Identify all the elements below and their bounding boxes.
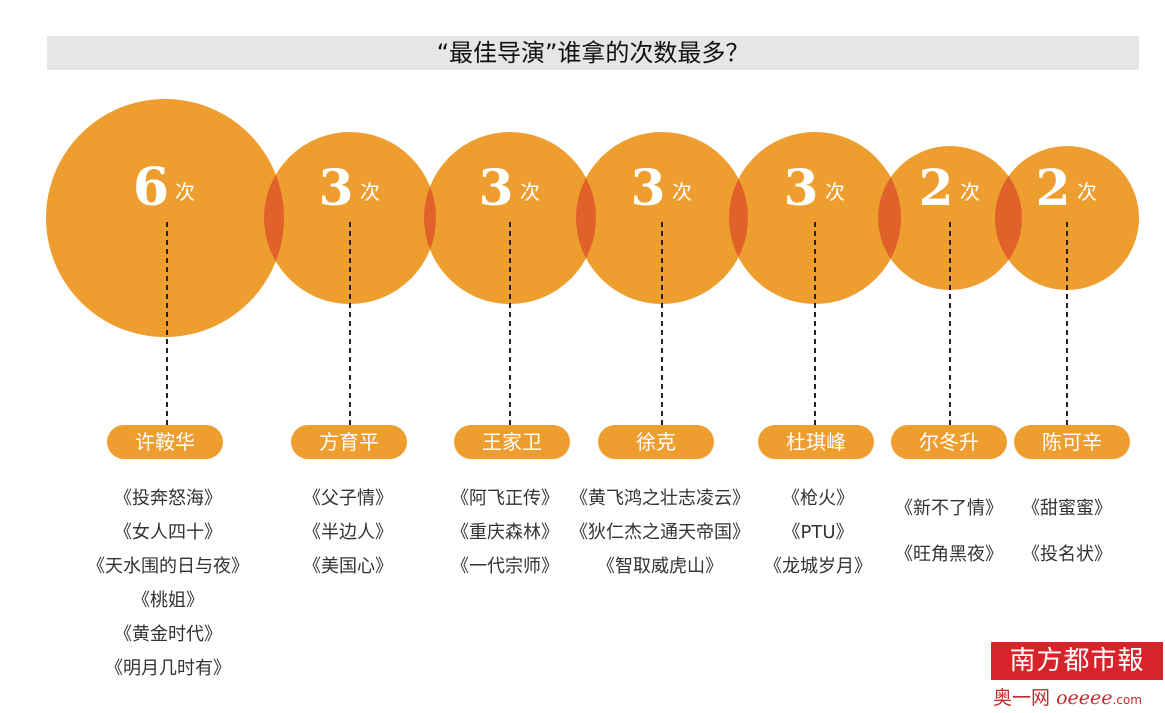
count-unit: 次 xyxy=(520,180,540,204)
director-name: 许鞍华 xyxy=(107,425,223,459)
website-logo: 奥一网 oeeee.com xyxy=(993,683,1163,709)
film-title: 《甜蜜蜜》 xyxy=(967,486,1165,532)
count-value: 3 xyxy=(631,158,666,217)
website-domain: oeeee xyxy=(1056,687,1112,709)
film-title: 《天水围的日与夜》 xyxy=(68,550,268,584)
website-tld: .com xyxy=(1112,693,1141,707)
film-list: 《甜蜜蜜》 《投名状》 xyxy=(967,486,1165,578)
count-unit: 次 xyxy=(960,180,980,204)
director-name: 杜琪峰 xyxy=(758,425,874,459)
film-title: 《投名状》 xyxy=(967,532,1165,578)
film-title: 《投奔怒海》 xyxy=(68,482,268,516)
film-list: 《投奔怒海》 《女人四十》 《天水围的日与夜》 《桃姐》 《黄金时代》 《明月几时有》 xyxy=(68,482,268,686)
count-value: 3 xyxy=(319,158,354,217)
website-name: 奥一网 xyxy=(993,687,1050,709)
count-unit: 次 xyxy=(175,180,195,204)
film-title: 《女人四十》 xyxy=(68,516,268,550)
director-name: 徐克 xyxy=(598,425,714,459)
count-value: 6 xyxy=(133,157,169,218)
count-unit: 次 xyxy=(672,180,692,204)
director-name: 陈可辛 xyxy=(1014,425,1130,459)
film-title: 《明月几时有》 xyxy=(68,652,268,686)
director-name: 方育平 xyxy=(291,425,407,459)
count-unit: 次 xyxy=(360,180,380,204)
film-title: 《桃姐》 xyxy=(68,584,268,618)
count-value: 3 xyxy=(479,158,514,217)
count-value: 3 xyxy=(784,158,819,217)
bubble xyxy=(46,99,284,337)
count-value: 2 xyxy=(919,158,954,217)
count-value: 2 xyxy=(1036,158,1071,217)
count-unit: 次 xyxy=(825,180,845,204)
count-unit: 次 xyxy=(1077,180,1097,204)
director-name: 王家卫 xyxy=(454,425,570,459)
film-title: 《黄金时代》 xyxy=(68,618,268,652)
newspaper-logo: 南方都市報 xyxy=(991,642,1163,680)
director-name: 尔冬升 xyxy=(891,425,1007,459)
